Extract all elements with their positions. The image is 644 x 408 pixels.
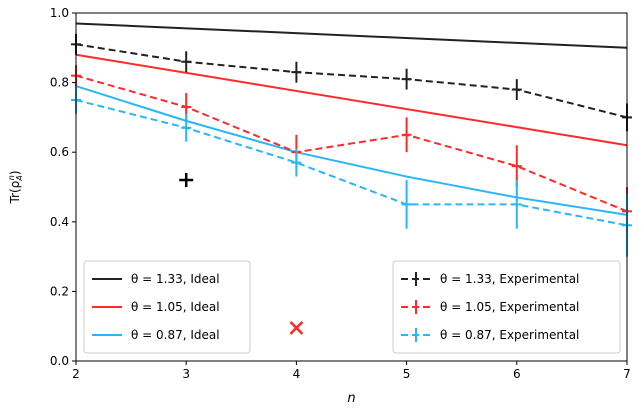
x-tick-label-2: 4: [293, 367, 301, 381]
x-tick-label-5: 7: [623, 367, 631, 381]
legend-exp-label-2: θ = 0.87, Experimental: [440, 328, 579, 342]
x-tick-label-0: 2: [72, 367, 80, 381]
x-tick-label-3: 5: [403, 367, 411, 381]
legend-ideal-label-2: θ = 0.87, Ideal: [131, 328, 220, 342]
x-tick-label-1: 3: [182, 367, 190, 381]
legend-ideal-box: [83, 260, 251, 354]
y-tick-label-4: 0.8: [50, 76, 69, 90]
ideal-line-0: [75, 22, 628, 49]
experimental-line-1: [75, 74, 628, 213]
plot-content: [71, 22, 632, 335]
y-axis-label-superscript: n: [7, 175, 16, 180]
plot-area-frame: [75, 12, 628, 362]
y-tick-label-5: 1.0: [50, 6, 69, 20]
x-axis: 2 3 4 5 6 7: [72, 361, 631, 381]
legend-ideal-label-0: θ = 1.33, Ideal: [131, 272, 220, 286]
x-marker-b: [289, 321, 304, 335]
y-axis-label-main: Tr(ρ: [8, 181, 22, 205]
y-axis-label-close: ): [8, 170, 22, 175]
y-tick-label-3: 0.6: [50, 145, 69, 159]
legend-ideal-label-1: θ = 1.05, Ideal: [131, 300, 220, 314]
y-axis: 0.0 0.2 0.4 0.6 0.8 1.0: [50, 6, 76, 368]
legend-ideal: θ = 1.33, Ideal θ = 1.05, Ideal θ = 0.87, …: [83, 260, 251, 354]
y-tick-label-2: 0.4: [50, 215, 69, 229]
x-axis-label: n: [347, 391, 355, 406]
legend-experimental-box: [392, 260, 621, 354]
experimental-line-0: [75, 43, 628, 119]
legend-experimental: θ = 1.33, Experimental θ = 1.05, Experime…: [392, 260, 621, 354]
ideal-line-1: [75, 53, 628, 147]
y-axis-label-subscript: A: [15, 175, 24, 181]
ideal-line-2: [75, 85, 628, 216]
y-tick-label-0: 0.0: [50, 354, 69, 368]
legend-exp-label-1: θ = 1.05, Experimental: [440, 300, 579, 314]
legend-exp-label-0: θ = 1.33, Experimental: [440, 272, 579, 286]
y-axis-label: Tr(ρAn): [7, 170, 24, 204]
experimental-line-2: [75, 99, 628, 227]
x-tick-label-4: 6: [513, 367, 521, 381]
y-tick-label-1: 0.2: [50, 284, 69, 298]
